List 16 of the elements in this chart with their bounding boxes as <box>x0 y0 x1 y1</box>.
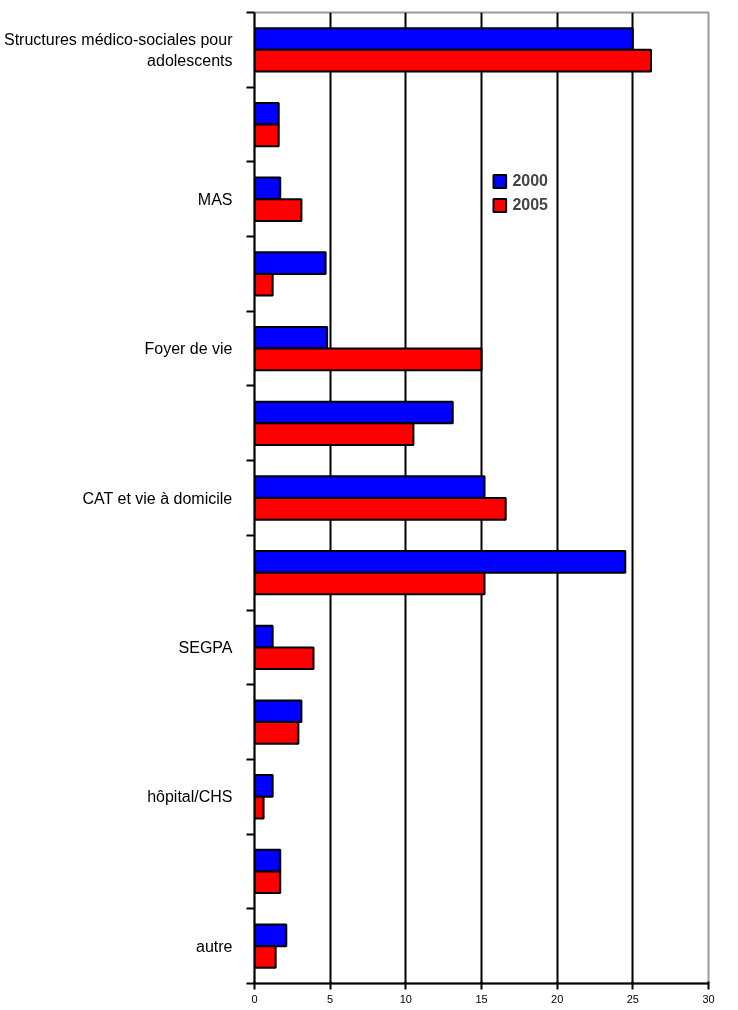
y-tick-label: hôpital/CHS <box>147 788 233 806</box>
x-tick-label: 0 <box>251 992 258 1005</box>
y-tick-label: Foyer de vie <box>144 340 233 358</box>
x-tick-label: 20 <box>551 992 564 1005</box>
x-tick-label: 10 <box>399 992 412 1005</box>
y-tick-label: SEGPA <box>178 638 233 656</box>
x-tick-label: 25 <box>626 992 639 1005</box>
legend-label: 2000 <box>512 172 548 190</box>
y-tick-label: MAS <box>197 190 233 208</box>
x-tick-label: 30 <box>702 992 715 1005</box>
x-tick-label: 15 <box>475 992 488 1005</box>
y-tick-label: Structures médico-sociales pour adolescents <box>3 31 234 69</box>
y-tick-label: CAT et vie à domicile <box>82 489 233 507</box>
y-tick-label: autre <box>196 937 233 955</box>
legend-label: 2005 <box>512 196 548 214</box>
x-tick-label: 5 <box>327 992 334 1005</box>
